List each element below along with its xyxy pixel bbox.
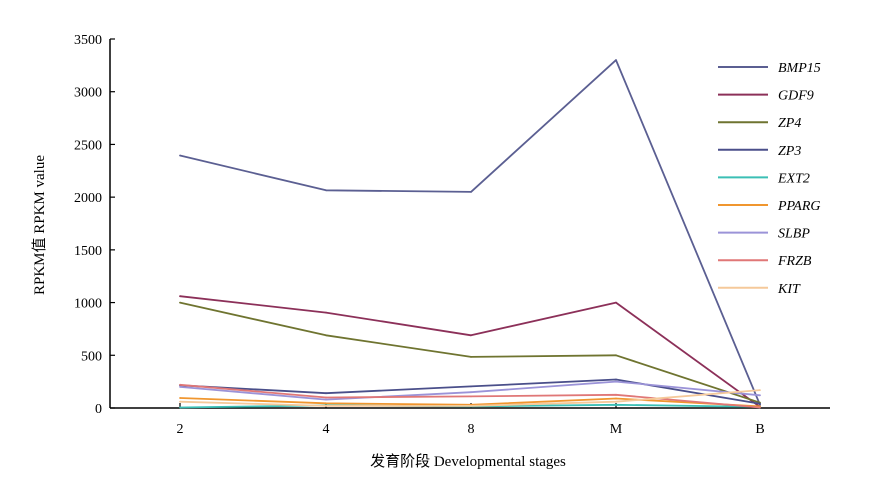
- x-tick-label: 8: [468, 422, 475, 437]
- data-point: [615, 400, 617, 403]
- series-zp4: [179, 301, 761, 404]
- data-point: [325, 311, 327, 314]
- data-point: [179, 154, 181, 157]
- data-point: [470, 356, 472, 358]
- data-point: [179, 400, 181, 403]
- series-slbp: [179, 380, 761, 401]
- legend-item-bmp15: BMP15: [718, 61, 821, 76]
- x-tick-label: B: [755, 422, 764, 437]
- data-point: [615, 397, 617, 400]
- data-point: [325, 405, 327, 407]
- series-kit: [179, 389, 761, 407]
- data-point: [615, 301, 617, 304]
- data-point: [470, 385, 472, 388]
- x-axis-title: 发育阶段 Developmental stages: [370, 453, 566, 470]
- y-tick-label: 1000: [74, 297, 102, 312]
- y-tick-label: 2000: [74, 191, 102, 206]
- data-point: [615, 403, 617, 406]
- legend-label: ZP3: [778, 144, 801, 159]
- legend-item-kit: KIT: [718, 282, 801, 297]
- data-point: [759, 406, 761, 409]
- legend-label: GDF9: [778, 89, 814, 104]
- legend-label: FRZB: [777, 254, 812, 269]
- x-tick-label: 4: [323, 422, 330, 437]
- data-point: [179, 383, 181, 386]
- y-axis-title: RPKM值 RPKM value: [31, 155, 48, 295]
- legend-item-slbp: SLBP: [718, 227, 810, 242]
- legend-label: ZP4: [778, 116, 801, 131]
- y-tick-label: 3500: [74, 33, 102, 48]
- legend-item-zp4: ZP4: [718, 116, 801, 131]
- y-tick-label: 500: [81, 349, 102, 364]
- legend-label: SLBP: [778, 227, 810, 242]
- legend-label: EXT2: [777, 171, 810, 186]
- data-point: [615, 393, 617, 396]
- data-point: [759, 389, 761, 391]
- data-point: [325, 334, 327, 337]
- series-layer: [179, 59, 761, 409]
- legend-item-ext2: EXT2: [718, 171, 810, 186]
- data-point: [470, 391, 472, 394]
- data-point: [470, 334, 472, 337]
- data-point: [470, 395, 472, 398]
- x-tick-label: 2: [177, 422, 184, 437]
- y-tick-label: 3000: [74, 86, 102, 101]
- data-point: [325, 398, 327, 401]
- data-point: [615, 380, 617, 383]
- data-point: [470, 405, 472, 407]
- data-point: [759, 402, 761, 405]
- data-point: [179, 301, 181, 304]
- data-point: [615, 59, 617, 61]
- series-frzb: [179, 383, 761, 409]
- legend-label: BMP15: [778, 61, 821, 76]
- legend-label: KIT: [777, 282, 801, 297]
- data-point: [179, 386, 181, 388]
- series-line: [179, 59, 761, 406]
- series-bmp15: [179, 59, 761, 406]
- x-tick-label: M: [610, 422, 623, 437]
- data-point: [325, 189, 327, 192]
- data-point: [615, 354, 617, 357]
- data-point: [325, 392, 327, 395]
- data-point: [179, 295, 181, 298]
- legend-item-zp3: ZP3: [718, 144, 801, 159]
- series-gdf9: [179, 295, 761, 408]
- y-tick-label: 2500: [74, 138, 102, 153]
- data-point: [325, 396, 327, 399]
- data-point: [470, 191, 472, 193]
- axes: 0 500 1000 1500 2000 2500 3000 3500 2 4 8 M B: [74, 33, 830, 437]
- legend-item-pparg: PPARG: [718, 199, 821, 214]
- data-point: [179, 406, 181, 409]
- data-point: [615, 378, 617, 381]
- y-tick-label: 0: [95, 402, 102, 417]
- legend: BMP15 GDF9 ZP4 ZP3 EXT2 PPARG SLBP FRZB KIT: [718, 61, 821, 297]
- data-point: [759, 394, 761, 397]
- legend-label: PPARG: [777, 199, 821, 214]
- y-tick-label: 1500: [74, 244, 102, 259]
- data-point: [179, 397, 181, 399]
- legend-item-gdf9: GDF9: [718, 89, 814, 104]
- data-point: [325, 402, 327, 405]
- legend-item-frzb: FRZB: [718, 254, 812, 269]
